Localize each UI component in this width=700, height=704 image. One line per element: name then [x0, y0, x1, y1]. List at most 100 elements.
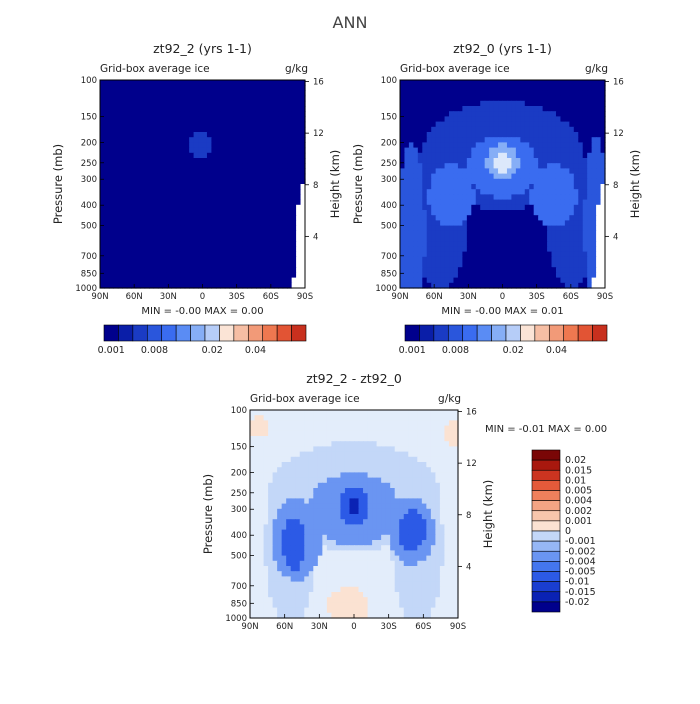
heatmap-cell	[260, 236, 265, 242]
heatmap-cell	[327, 436, 332, 442]
heatmap-cell	[363, 462, 368, 468]
heatmap-cell	[131, 179, 136, 185]
heatmap-cell	[287, 132, 292, 138]
heatmap-cell	[118, 127, 123, 133]
heatmap-cell	[377, 519, 382, 525]
heatmap-cell	[256, 236, 261, 242]
heatmap-cell	[592, 210, 597, 216]
heatmap-cell	[444, 452, 449, 458]
heatmap-cell	[243, 106, 248, 112]
heatmap-cell	[462, 184, 467, 190]
heatmap-cell	[538, 189, 543, 195]
heatmap-cell	[458, 101, 463, 107]
heatmap-cell	[207, 205, 212, 211]
heatmap-cell	[453, 189, 458, 195]
heatmap-cell	[507, 226, 512, 232]
heatmap-cell	[131, 210, 136, 216]
heatmap-cell	[278, 96, 283, 102]
heatmap-cell	[140, 205, 145, 211]
heatmap-cell	[547, 137, 552, 143]
heatmap-cell	[404, 441, 409, 447]
heatmap-cell	[560, 231, 565, 237]
heatmap-cell	[399, 420, 404, 426]
heatmap-cell	[354, 524, 359, 530]
heatmap-cell	[176, 80, 181, 86]
heatmap-cell	[225, 262, 230, 268]
colorbar-swatch	[248, 325, 262, 341]
heatmap-cell	[363, 478, 368, 484]
x-tick-label: 0	[200, 292, 205, 302]
heatmap-cell	[309, 467, 314, 473]
heatmap-cell	[140, 168, 145, 174]
heatmap-cell	[167, 257, 172, 263]
heatmap-cell	[260, 267, 265, 273]
heatmap-cell	[162, 168, 167, 174]
heatmap-cell	[413, 519, 418, 525]
heatmap-cell	[145, 101, 150, 107]
heatmap-cell	[578, 80, 583, 86]
heatmap-cell	[238, 246, 243, 252]
heatmap-cell	[296, 205, 301, 211]
heatmap-cell	[453, 205, 458, 211]
heatmap-cell	[578, 194, 583, 200]
heatmap-cell	[596, 132, 601, 138]
heatmap-cell	[480, 200, 485, 206]
heatmap-cell	[260, 262, 265, 268]
heatmap-cell	[180, 85, 185, 91]
heatmap-cell	[565, 137, 570, 143]
heatmap-cell	[516, 205, 521, 211]
heatmap-cell	[277, 483, 282, 489]
heatmap-cell	[243, 163, 248, 169]
heatmap-cell	[511, 226, 516, 232]
heatmap-cell	[167, 142, 172, 148]
heatmap-cell	[336, 452, 341, 458]
heatmap-cell	[354, 431, 359, 437]
heatmap-cell	[131, 96, 136, 102]
heatmap-cell	[216, 246, 221, 252]
heatmap-cell	[592, 132, 597, 138]
heatmap-cell	[109, 122, 114, 128]
heatmap-cell	[372, 467, 377, 473]
heatmap-cell	[503, 158, 508, 164]
heatmap-cell	[304, 415, 309, 421]
heatmap-cell	[574, 174, 579, 180]
heatmap-cell	[426, 446, 431, 452]
panel-subtitle-left: Grid-box average ice	[400, 63, 510, 75]
heatmap-cell	[153, 194, 158, 200]
heatmap-cell	[399, 504, 404, 510]
heatmap-cell	[400, 153, 405, 159]
heatmap-cell	[395, 530, 400, 536]
heatmap-cell	[331, 478, 336, 484]
heatmap-cell	[256, 127, 261, 133]
heatmap-cell	[229, 210, 234, 216]
heatmap-cell	[264, 524, 269, 530]
heatmap-cell	[264, 420, 269, 426]
heatmap-cell	[449, 127, 454, 133]
heatmap-cell	[331, 509, 336, 515]
heatmap-cell	[136, 267, 141, 273]
heatmap-cell	[427, 257, 432, 263]
heatmap-cell	[534, 236, 539, 242]
heatmap-cell	[587, 137, 592, 143]
heatmap-cell	[295, 452, 300, 458]
heatmap-cell	[511, 106, 516, 112]
heatmap-cell	[565, 184, 570, 190]
heatmap-cell	[476, 205, 481, 211]
heatmap-cell	[176, 111, 181, 117]
heatmap-cell	[331, 519, 336, 525]
colorbar-swatch	[147, 325, 161, 341]
heatmap-cell	[198, 90, 203, 96]
heatmap-cell	[340, 514, 345, 520]
heatmap-cell	[171, 116, 176, 122]
heatmap-cell	[507, 163, 512, 169]
heatmap-cell	[574, 90, 579, 96]
heatmap-cell	[238, 215, 243, 221]
heatmap-cell	[252, 226, 257, 232]
heatmap-cell	[268, 488, 273, 494]
heatmap-cell	[538, 142, 543, 148]
heatmap-cell	[189, 158, 194, 164]
heatmap-cell	[427, 236, 432, 242]
heatmap-cell	[167, 163, 172, 169]
heatmap-cell	[260, 272, 265, 278]
heatmap-cell	[404, 257, 409, 263]
